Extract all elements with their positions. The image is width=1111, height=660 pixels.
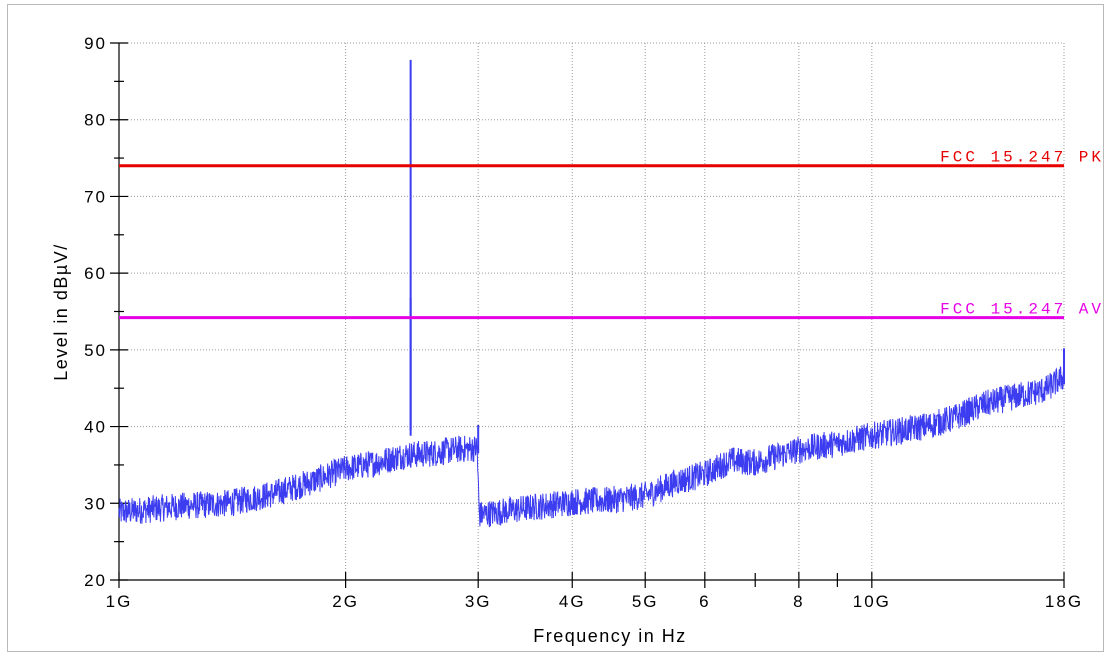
- x-tick-label: 8: [793, 592, 804, 611]
- limit-lines: FCC 15.247 PK FCC 15.247 AV: [119, 149, 1104, 320]
- y-tick-label: 30: [84, 494, 107, 513]
- x-ticks: 1G 2G 3G 4G 5G 6 8 10G 18G: [106, 572, 1083, 611]
- limit-line-label: FCC 15.247 AV: [940, 301, 1104, 319]
- x-tick-label: 18G: [1045, 592, 1083, 611]
- x-tick-label: 2G: [332, 592, 359, 611]
- chart-frame: [7, 4, 1104, 652]
- limit-line-label: FCC 15.247 PK: [940, 149, 1104, 167]
- y-tick-label: 50: [84, 341, 107, 360]
- x-tick-label: 1G: [106, 592, 133, 611]
- y-axis-title: Level in dBµV/: [51, 243, 71, 380]
- y-tick-label: 80: [84, 111, 107, 130]
- y-ticks: 20 30 40 50 60 70 80 90: [84, 34, 128, 590]
- series: [118, 59, 1065, 528]
- x-tick-label: 5G: [632, 592, 659, 611]
- y-tick-label: 90: [84, 34, 107, 53]
- y-tick-label: 40: [84, 418, 107, 437]
- x-tick-label: 3G: [465, 592, 492, 611]
- y-tick-label: 20: [84, 571, 107, 590]
- y-tick-label: 60: [84, 264, 107, 283]
- x-tick-label: 4G: [559, 592, 586, 611]
- x-tick-label: 6: [699, 592, 710, 611]
- y-tick-label: 70: [84, 187, 107, 206]
- measurement-trace: [118, 366, 1065, 528]
- x-tick-label: 10G: [853, 592, 891, 611]
- x-axis-title: Frequency in Hz: [533, 626, 687, 646]
